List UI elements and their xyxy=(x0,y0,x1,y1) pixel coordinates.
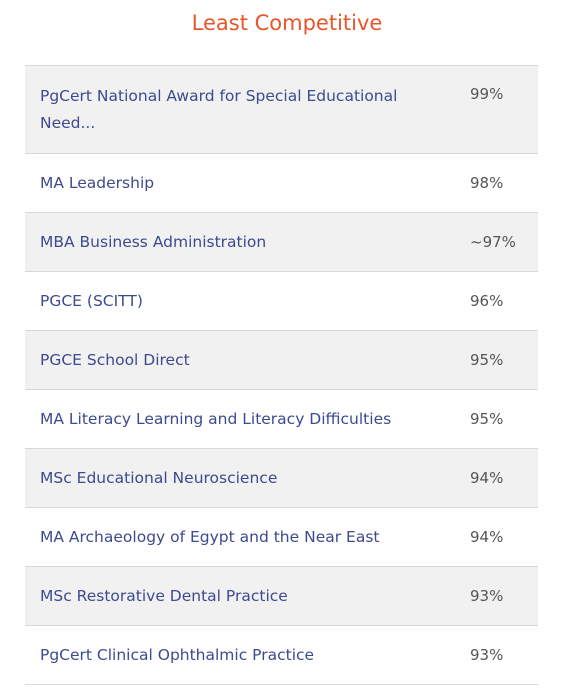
acceptance-rate: 93% xyxy=(470,587,504,605)
table-row: PgCert Clinical Ophthalmic Practice 93% xyxy=(25,626,538,685)
table-row: MBA Business Administration ~97% xyxy=(25,213,538,272)
acceptance-rate: ~97% xyxy=(470,233,516,251)
acceptance-rate: 94% xyxy=(470,469,504,487)
course-link[interactable]: MA Archaeology of Egypt and the Near Eas… xyxy=(40,527,380,546)
course-link[interactable]: PGCE School Direct xyxy=(40,350,190,369)
table-row: MSc Educational Neuroscience 94% xyxy=(25,449,538,508)
acceptance-rate: 96% xyxy=(470,292,504,310)
course-link[interactable]: MSc Restorative Dental Practice xyxy=(40,586,288,605)
acceptance-rate: 99% xyxy=(470,85,504,103)
acceptance-rate: 95% xyxy=(470,351,504,369)
table-row: MA Archaeology of Egypt and the Near Eas… xyxy=(25,508,538,567)
acceptance-rate: 95% xyxy=(470,410,504,428)
course-link[interactable]: MA Leadership xyxy=(40,173,155,192)
section-title: Least Competitive xyxy=(191,11,383,35)
course-link[interactable]: PgCert National Award for Special Educat… xyxy=(40,86,398,132)
course-link[interactable]: MBA Business Administration xyxy=(40,232,267,251)
course-table: PgCert National Award for Special Educat… xyxy=(25,65,538,685)
acceptance-rate: 93% xyxy=(470,646,504,664)
table-row: MSc Restorative Dental Practice 93% xyxy=(25,567,538,626)
course-link[interactable]: MA Literacy Learning and Literacy Diffic… xyxy=(40,409,392,428)
acceptance-rate: 98% xyxy=(470,174,504,192)
table-row: PGCE School Direct 95% xyxy=(25,331,538,390)
course-link[interactable]: MSc Educational Neuroscience xyxy=(40,468,278,487)
table-row: PgCert National Award for Special Educat… xyxy=(25,66,538,154)
table-row: MA Literacy Learning and Literacy Diffic… xyxy=(25,390,538,449)
table-row: PGCE (SCITT) 96% xyxy=(25,272,538,331)
course-link[interactable]: PGCE (SCITT) xyxy=(40,291,143,310)
course-link[interactable]: PgCert Clinical Ophthalmic Practice xyxy=(40,645,315,664)
table-row: MA Leadership 98% xyxy=(25,154,538,213)
acceptance-rate: 94% xyxy=(470,528,504,546)
